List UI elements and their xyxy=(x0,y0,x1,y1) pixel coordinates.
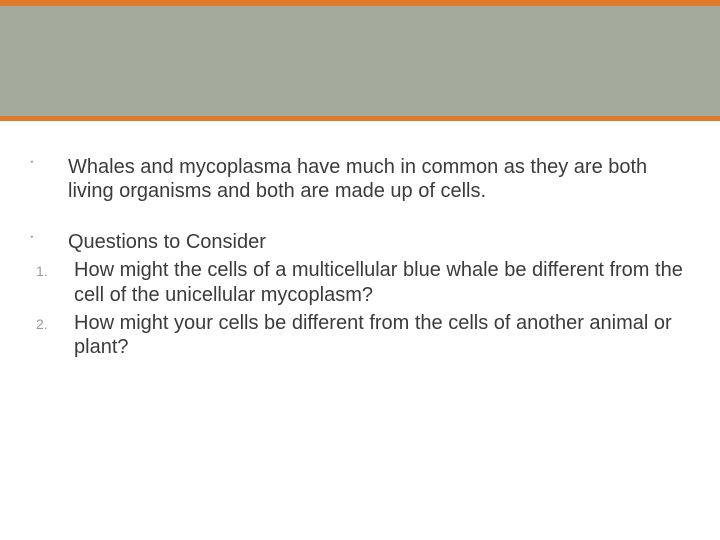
title-band xyxy=(0,6,720,116)
content-area: ་ Whales and mycoplasma have much in com… xyxy=(28,155,684,364)
number-label: 2. xyxy=(28,311,68,333)
slide: ་ Whales and mycoplasma have much in com… xyxy=(0,0,720,540)
bullet-glyph-icon: ་ xyxy=(28,230,68,254)
bullet-item: ་ Questions to Consider xyxy=(28,230,684,254)
numbered-item: 2. How might your cells be different fro… xyxy=(28,311,684,360)
bullet-item: ་ Whales and mycoplasma have much in com… xyxy=(28,155,684,204)
header-band xyxy=(0,0,720,121)
accent-bar-bottom xyxy=(0,116,720,121)
bullet-text: Questions to Consider xyxy=(68,230,684,254)
numbered-item: 1. How might the cells of a multicellula… xyxy=(28,258,684,307)
numbered-text: How might the cells of a multicellular b… xyxy=(68,258,684,307)
bullet-text: Whales and mycoplasma have much in commo… xyxy=(68,155,684,204)
number-label: 1. xyxy=(28,258,68,280)
bullet-glyph-icon: ་ xyxy=(28,155,68,179)
numbered-text: How might your cells be different from t… xyxy=(68,311,684,360)
